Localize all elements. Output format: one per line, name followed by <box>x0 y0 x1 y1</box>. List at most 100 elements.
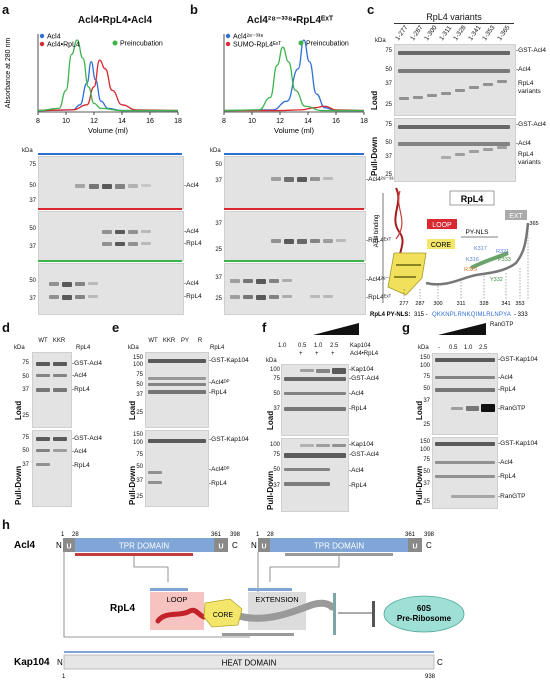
marker: 75 <box>273 452 280 458</box>
legend-label: Acl4²⁸⁻³³⁸ <box>233 34 263 41</box>
marker: 37 <box>22 462 29 468</box>
x-tick-label: 18 <box>360 118 368 125</box>
gel-label: -RpL4ᴱˣᵀ <box>366 294 392 301</box>
tpr-domain <box>75 538 214 552</box>
x-tick-label: 16 <box>332 118 340 125</box>
gel-g-pd <box>432 437 498 509</box>
marker: 37 <box>29 244 36 250</box>
num: 938 <box>425 674 436 680</box>
rpl4-color-bar <box>224 208 364 210</box>
gel-label: RpL4 <box>518 80 534 87</box>
gel-label: -RpL4 <box>72 386 90 393</box>
gel-b1 <box>224 156 366 209</box>
protein-label: RpL4 <box>76 345 91 351</box>
x-tick-label: 16 <box>146 118 154 125</box>
legend-marker <box>112 40 118 46</box>
chart-a: 8 10 12 14 16 18 Volume (ml) Absorbance at 280 … <box>5 34 182 136</box>
domain-schematic: Acl4 1 28 361 398 N U TPR DOMAIN U C 1 2… <box>14 532 465 680</box>
gel-label: -Acl4 <box>498 374 513 381</box>
c-label: C <box>426 541 432 550</box>
gel-b3 <box>224 263 366 315</box>
num: 28 <box>267 532 274 538</box>
core-tag <box>427 239 455 249</box>
gel-label: -GST-Kap104 <box>498 440 538 447</box>
legend-label: Acl4 <box>47 34 61 41</box>
marker: 75 <box>22 435 29 441</box>
marker: 25 <box>423 422 430 428</box>
marker: 75 <box>136 452 143 458</box>
gel-c-load <box>394 44 516 116</box>
gel-label: variants <box>518 88 541 95</box>
marker: 50 <box>273 467 280 473</box>
marker: 37 <box>423 481 430 487</box>
core-label: CORE <box>213 612 234 619</box>
panel-c-kda: kDa <box>375 38 386 44</box>
gel-label: -RanGTP <box>498 493 526 500</box>
gel-a1 <box>38 156 184 209</box>
u-label: U <box>66 544 71 551</box>
gel-label: -RpL4 <box>349 405 367 412</box>
panel-label-f: f <box>262 320 267 335</box>
nls-start: 315 - <box>414 312 428 318</box>
marker: 25 <box>385 102 392 108</box>
marker: 100 <box>269 442 280 448</box>
marker: 100 <box>419 447 430 453</box>
gel-label: -GST-Acl4 <box>516 121 546 128</box>
gel-label: -RpL4 <box>209 480 227 487</box>
num: 398 <box>424 532 435 538</box>
pos: 311 <box>457 301 466 307</box>
series-line-1 <box>37 59 179 112</box>
conc: - <box>438 345 440 351</box>
gel-label: -GST-Kap104 <box>209 357 249 364</box>
pynls-label: PY-NLS <box>466 229 490 236</box>
gel-label: -Acl4 <box>349 390 364 397</box>
pos: 353 <box>515 301 524 307</box>
protein-label: RanGTP <box>490 322 514 328</box>
marker: 75 <box>29 162 36 168</box>
gel-label: variants <box>518 159 541 166</box>
ribosome-label-line2: Pre-Ribosome <box>397 614 452 623</box>
lane-label: 1-353 <box>481 24 497 42</box>
marker: 37 <box>136 392 143 398</box>
gel-label: -GST-Acl4 <box>349 451 379 458</box>
pos: 277 <box>399 301 408 307</box>
tpr-domain-2 <box>270 538 408 552</box>
lane-label: KKR <box>162 338 176 344</box>
marker: 25 <box>215 296 222 302</box>
sign: + <box>315 351 319 357</box>
marker: 75 <box>136 372 143 378</box>
u-domain-2 <box>214 538 228 552</box>
conc: 2.5 <box>330 343 339 349</box>
marker: 50 <box>136 382 143 388</box>
gel-label: -Acl4 <box>516 140 531 147</box>
marker: 25 <box>385 172 392 178</box>
series-line-2 <box>223 46 364 112</box>
marker: 75 <box>273 376 280 382</box>
residue: R329 <box>464 267 477 273</box>
nls-seq: QKKNPLRNKQIMLRLNPYA <box>432 312 511 318</box>
pos: 365 <box>529 221 538 227</box>
marker: 25 <box>136 494 143 500</box>
lane-label: 1-328 <box>452 24 468 42</box>
gel-label: -Acl4 <box>72 372 87 379</box>
marker: 50 <box>29 183 36 189</box>
sign: + <box>331 351 335 357</box>
rangtp-gradient <box>438 322 486 336</box>
legend-marker <box>225 41 231 47</box>
gel-c-pd <box>394 118 516 182</box>
panel-label-g: g <box>402 320 410 335</box>
core-tag-label: CORE <box>431 242 452 249</box>
panel-c-title: RpL4 variants <box>426 12 482 22</box>
marker: 37 <box>215 178 222 184</box>
marker: 37 <box>215 275 222 281</box>
pulldown-label: Pull-Down <box>266 470 275 510</box>
u-domain-3 <box>258 538 270 552</box>
nls-label: RpL4 PY-NLS: <box>370 312 410 318</box>
block-bar <box>333 593 336 635</box>
gel-label: -RpL4ᴱˣᵀ <box>366 237 392 244</box>
tpr-label: TPR DOMAIN <box>314 542 364 551</box>
x-tick-label: 12 <box>276 118 284 125</box>
residue: P333 <box>498 257 511 263</box>
series-line-1 <box>223 105 365 112</box>
lane-label: R <box>197 338 203 344</box>
